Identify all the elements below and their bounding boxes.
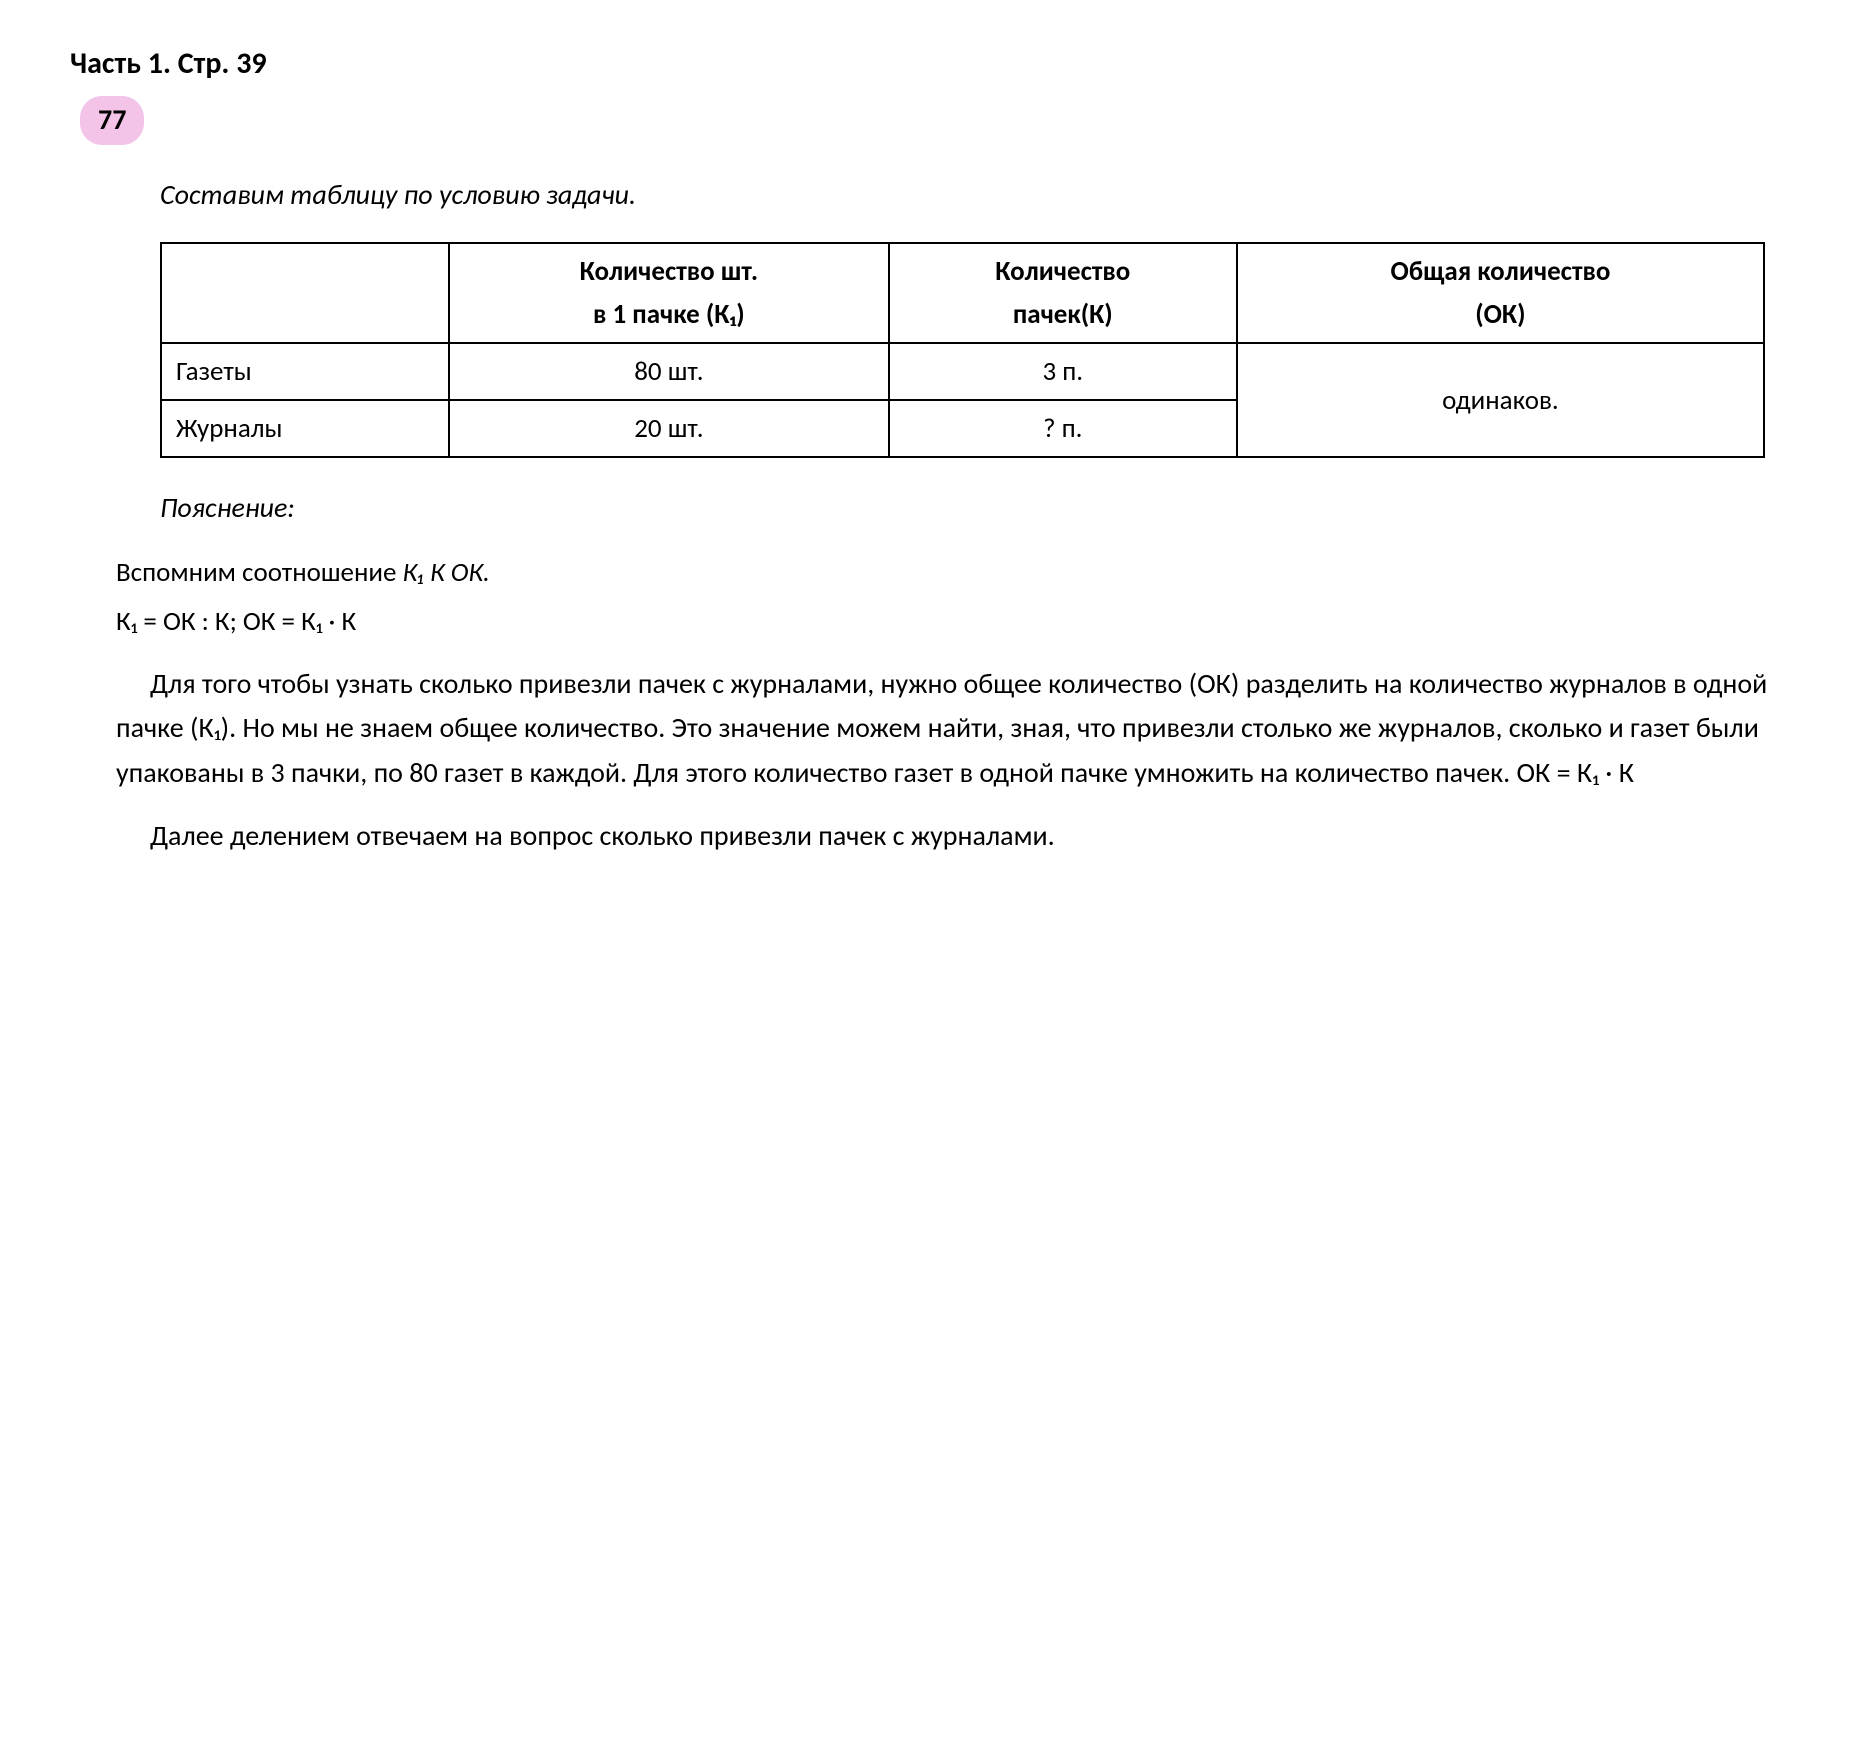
th-per-pack-l1: Количество шт. bbox=[580, 255, 758, 288]
cell-packs-1: ? п. bbox=[889, 400, 1237, 457]
th-total-l2: (ОК) bbox=[1475, 298, 1525, 331]
th-empty bbox=[161, 243, 449, 343]
formula-line-1: Вспомним соотношение К₁ К ОК. bbox=[116, 551, 1795, 594]
table-row: Газеты 80 шт. 3 п. одинаков. bbox=[161, 343, 1764, 400]
cell-name-1: Журналы bbox=[161, 400, 449, 457]
th-total-l1: Общая количество bbox=[1390, 255, 1610, 288]
th-packs-l1: Количество bbox=[995, 255, 1130, 288]
cell-packs-0: 3 п. bbox=[889, 343, 1237, 400]
table-header-row: Количество шт. в 1 пачке (К₁) Количество… bbox=[161, 243, 1764, 343]
th-packs: Количество пачек(К) bbox=[889, 243, 1237, 343]
explain-title: Пояснение: bbox=[160, 486, 1795, 531]
page-header: Часть 1. Стр. 39 bbox=[70, 40, 1795, 88]
intro-text: Составим таблицу по условию задачи. bbox=[160, 173, 1795, 218]
cell-total: одинаков. bbox=[1237, 343, 1764, 457]
problem-number-badge: 77 bbox=[80, 96, 144, 145]
formula-line-2: К₁ = ОК : К; ОК = К₁ · К bbox=[116, 600, 1795, 643]
cell-name-0: Газеты bbox=[161, 343, 449, 400]
paragraph-1: Для того чтобы узнать сколько привезли п… bbox=[116, 662, 1795, 796]
formula-1b: К₁ К ОК. bbox=[403, 556, 490, 589]
formula-1a: Вспомним соотношение bbox=[116, 556, 403, 589]
paragraph-2: Далее делением отвечаем на вопрос скольк… bbox=[116, 814, 1795, 859]
th-total: Общая количество (ОК) bbox=[1237, 243, 1764, 343]
cell-perpack-1: 20 шт. bbox=[449, 400, 889, 457]
problem-table: Количество шт. в 1 пачке (К₁) Количество… bbox=[160, 242, 1765, 459]
cell-perpack-0: 80 шт. bbox=[449, 343, 889, 400]
th-per-pack-l2: в 1 пачке (К₁) bbox=[593, 298, 745, 331]
th-per-pack: Количество шт. в 1 пачке (К₁) bbox=[449, 243, 889, 343]
th-packs-l2: пачек(К) bbox=[1013, 298, 1113, 331]
